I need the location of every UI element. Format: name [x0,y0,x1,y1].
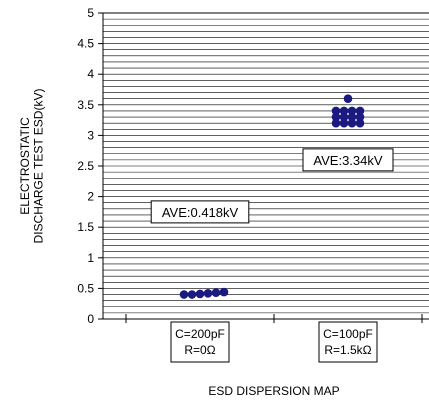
annotation-text: AVE:3.34kV [313,153,382,168]
data-points [179,94,365,299]
category-box [318,321,378,363]
data-point [347,112,357,122]
annotation-box [302,148,394,172]
data-point [355,118,365,128]
category-label-line: C=100pF [323,327,373,341]
data-point [339,112,349,122]
y-tick-label: 0.5 [77,281,94,295]
x-axis-ticks [125,314,423,323]
data-point [195,289,205,299]
y-tick-label: 1.5 [77,220,94,234]
y-tick-label: 2 [87,190,94,204]
category-box [170,321,230,363]
data-point [343,94,353,103]
data-point [355,106,365,116]
y-tick-label: 4 [87,67,94,81]
y-axis-title-text: ELECTROSTATICDISCHARGE TEST ESD(kV) [18,89,46,244]
data-point [331,106,341,116]
data-point [355,112,365,122]
y-tick-label: 2.5 [77,159,94,173]
category-label-line: R=1.5kΩ [324,343,371,357]
y-tick-label: 5 [87,6,94,20]
y-axis-ticks: 0 0.5 1 1.5 2 2.5 3 3.5 4 4.5 5 [77,6,103,326]
x-axis-title: ESD DISPERSION MAP [208,384,339,398]
grid-lines [103,18,429,314]
y-tick-label: 0 [87,312,94,326]
y-tick-label: 3 [87,128,94,142]
y-axis-title-line: DISCHARGE TEST ESD(kV) [32,89,46,244]
y-tick-label: 1 [87,251,94,265]
data-point [203,288,213,298]
annotations: AVE:0.418kV AVE:3.34kV [150,148,394,224]
y-axis-title-line: ELECTROSTATIC [18,117,32,215]
data-point [339,106,349,116]
data-point [347,106,357,116]
data-point [331,118,341,128]
annotation-text: AVE:0.418kV [162,205,239,220]
category-label-line: C=200pF [175,327,225,341]
data-point [331,112,341,122]
category-label-line: R=0Ω [184,343,215,357]
annotation-box [150,200,250,224]
data-point [211,288,221,297]
y-tick-label: 4.5 [77,37,94,51]
y-axis-title: ELECTROSTATICDISCHARGE TEST ESD(kV) [18,89,46,244]
data-point [179,290,189,299]
y-tick-label: 3.5 [77,98,94,112]
category-labels: C=200pF R=0Ω C=100pF R=1.5kΩ [170,321,378,363]
data-point [187,290,197,299]
data-point [347,118,357,128]
data-point [339,118,349,128]
data-point [219,287,229,297]
